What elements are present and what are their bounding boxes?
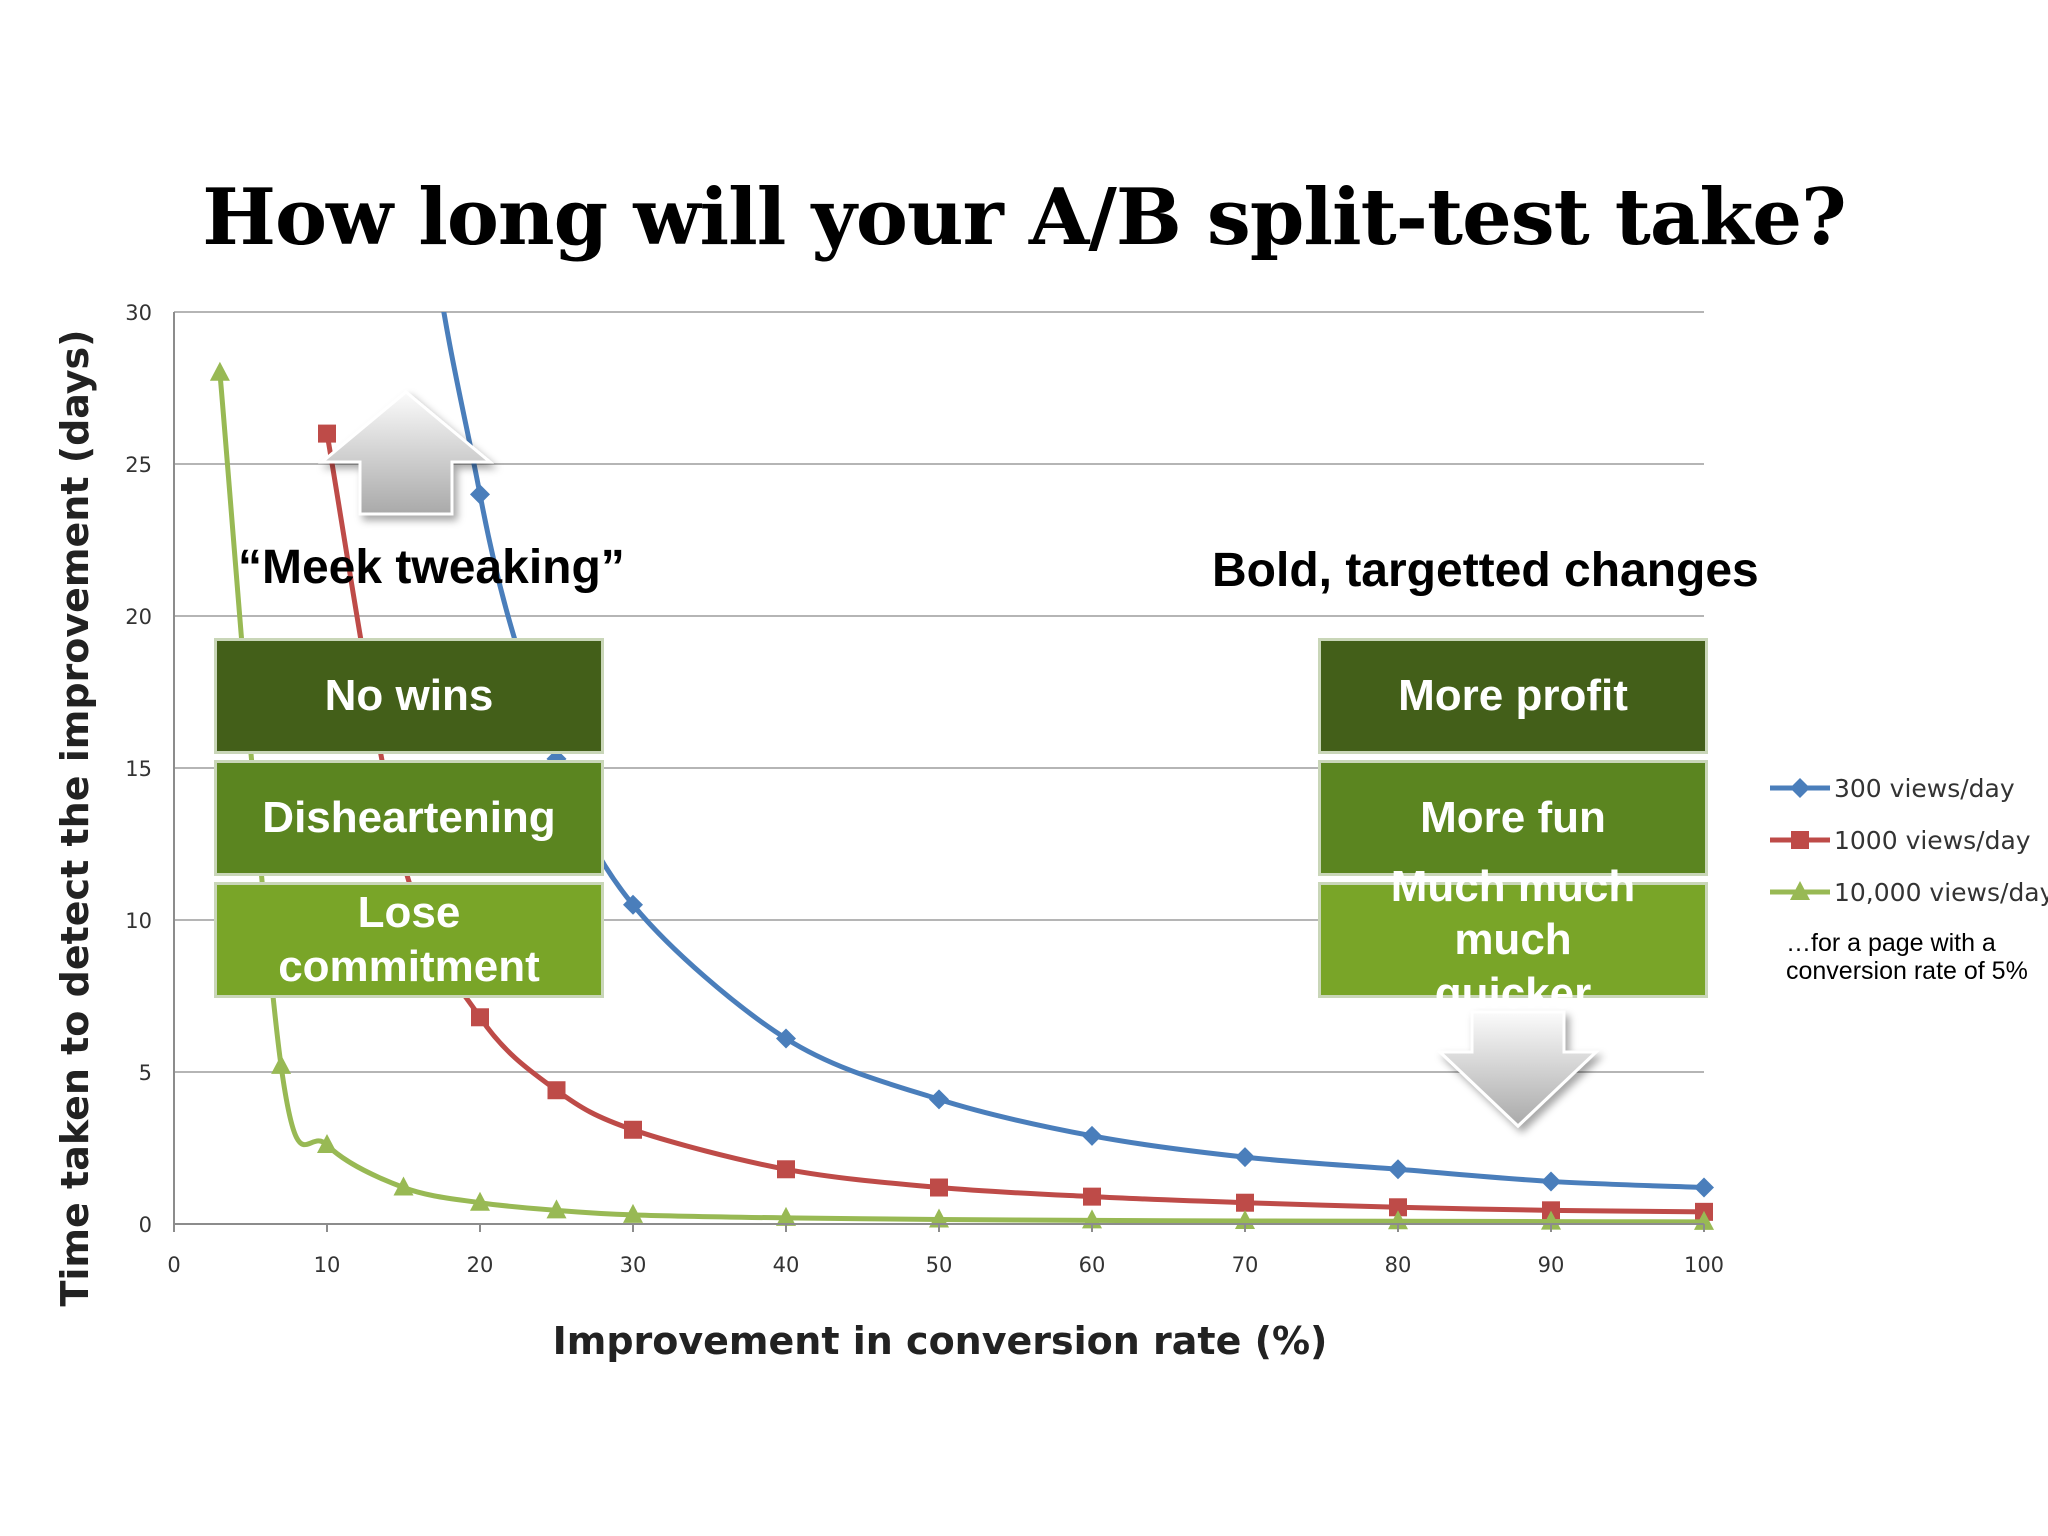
series-line — [217, 372, 1705, 1225]
y-tick-label: 5 — [139, 1061, 152, 1085]
data-point — [271, 1054, 292, 1074]
data-point — [470, 484, 490, 505]
data-point — [1389, 1198, 1407, 1217]
data-point — [546, 1199, 567, 1219]
data-point — [318, 424, 336, 443]
disheartening-box: Disheartening — [214, 760, 604, 876]
x-tick-label: 70 — [1232, 1253, 1259, 1277]
data-point — [547, 1081, 566, 1100]
data-point — [930, 1178, 948, 1197]
legend-marker — [1791, 831, 1809, 849]
conversion-note: …for a page with a conversion rate of 5% — [1786, 929, 2028, 985]
x-axis-title: Improvement in conversion rate (%) — [553, 1319, 1328, 1363]
series-line — [441, 312, 1705, 1191]
data-point — [929, 1208, 949, 1228]
down-arrow-icon — [1436, 1010, 1600, 1129]
data-point — [1082, 1125, 1102, 1146]
y-axis-title: Time taken to detect the improvement (da… — [53, 329, 97, 1306]
much-quicker-box: Much much much quicker — [1318, 862, 1708, 1018]
x-tick-label: 0 — [167, 1253, 180, 1277]
data-point — [777, 1160, 795, 1179]
data-point — [624, 1120, 642, 1139]
more-profit-box: More profit — [1318, 638, 1708, 754]
data-point — [1542, 1201, 1560, 1220]
lose-commitment-box: Lose commitment — [214, 882, 604, 998]
legend-marker — [1790, 881, 1810, 900]
data-point — [1541, 1171, 1561, 1192]
legend-label: 1000 views/day — [1834, 826, 2031, 855]
x-tick-label: 30 — [620, 1253, 647, 1277]
data-point — [209, 361, 230, 381]
data-point — [1083, 1187, 1101, 1206]
x-tick-label: 80 — [1385, 1253, 1412, 1277]
no-wins-box: No wins — [214, 638, 604, 754]
data-point — [776, 1206, 796, 1226]
x-tick-label: 100 — [1684, 1253, 1724, 1277]
data-point — [471, 1008, 489, 1027]
data-point — [623, 894, 643, 915]
data-point — [470, 1191, 490, 1211]
x-tick-label: 40 — [773, 1253, 800, 1277]
data-point — [776, 1028, 796, 1049]
data-point — [929, 1089, 949, 1110]
more-fun-box: More fun — [1318, 760, 1708, 876]
data-point — [1235, 1147, 1255, 1168]
data-point — [317, 1133, 337, 1153]
x-tick-label: 50 — [926, 1253, 953, 1277]
slide-title: How long will your A/B split-test take? — [202, 172, 1846, 263]
data-point — [1694, 1177, 1714, 1198]
x-tick-label: 90 — [1538, 1253, 1565, 1277]
data-point — [1236, 1193, 1254, 1212]
y-tick-label: 15 — [125, 757, 152, 781]
data-point — [1694, 1210, 1714, 1230]
legend: 300 views/day 1000 views/day 10,000 views/… — [1770, 774, 2048, 907]
y-tick-label: 10 — [125, 909, 152, 933]
meek-tweaking-label: “Meek tweaking” — [238, 541, 625, 594]
legend-label: 300 views/day — [1834, 774, 2015, 803]
bold-changes-label: Bold, targetted changes — [1212, 544, 1759, 597]
y-tick-label: 25 — [125, 453, 152, 477]
data-point — [1388, 1159, 1408, 1180]
legend-marker — [1790, 778, 1810, 798]
x-tick-label: 20 — [467, 1253, 494, 1277]
x-tick-label: 10 — [314, 1253, 341, 1277]
up-arrow-icon — [317, 390, 495, 516]
y-tick-label: 30 — [125, 301, 152, 325]
data-point — [623, 1203, 643, 1223]
x-tick-label: 60 — [1079, 1253, 1106, 1277]
y-tick-label: 20 — [125, 605, 152, 629]
data-point — [393, 1176, 414, 1196]
axis-layer: 0 5 10 15 20 25 30 0 10 20 30 40 50 60 70 80 90 100 — [125, 301, 1724, 1277]
y-tick-label: 0 — [139, 1213, 152, 1237]
legend-label: 10,000 views/day — [1834, 878, 2048, 907]
